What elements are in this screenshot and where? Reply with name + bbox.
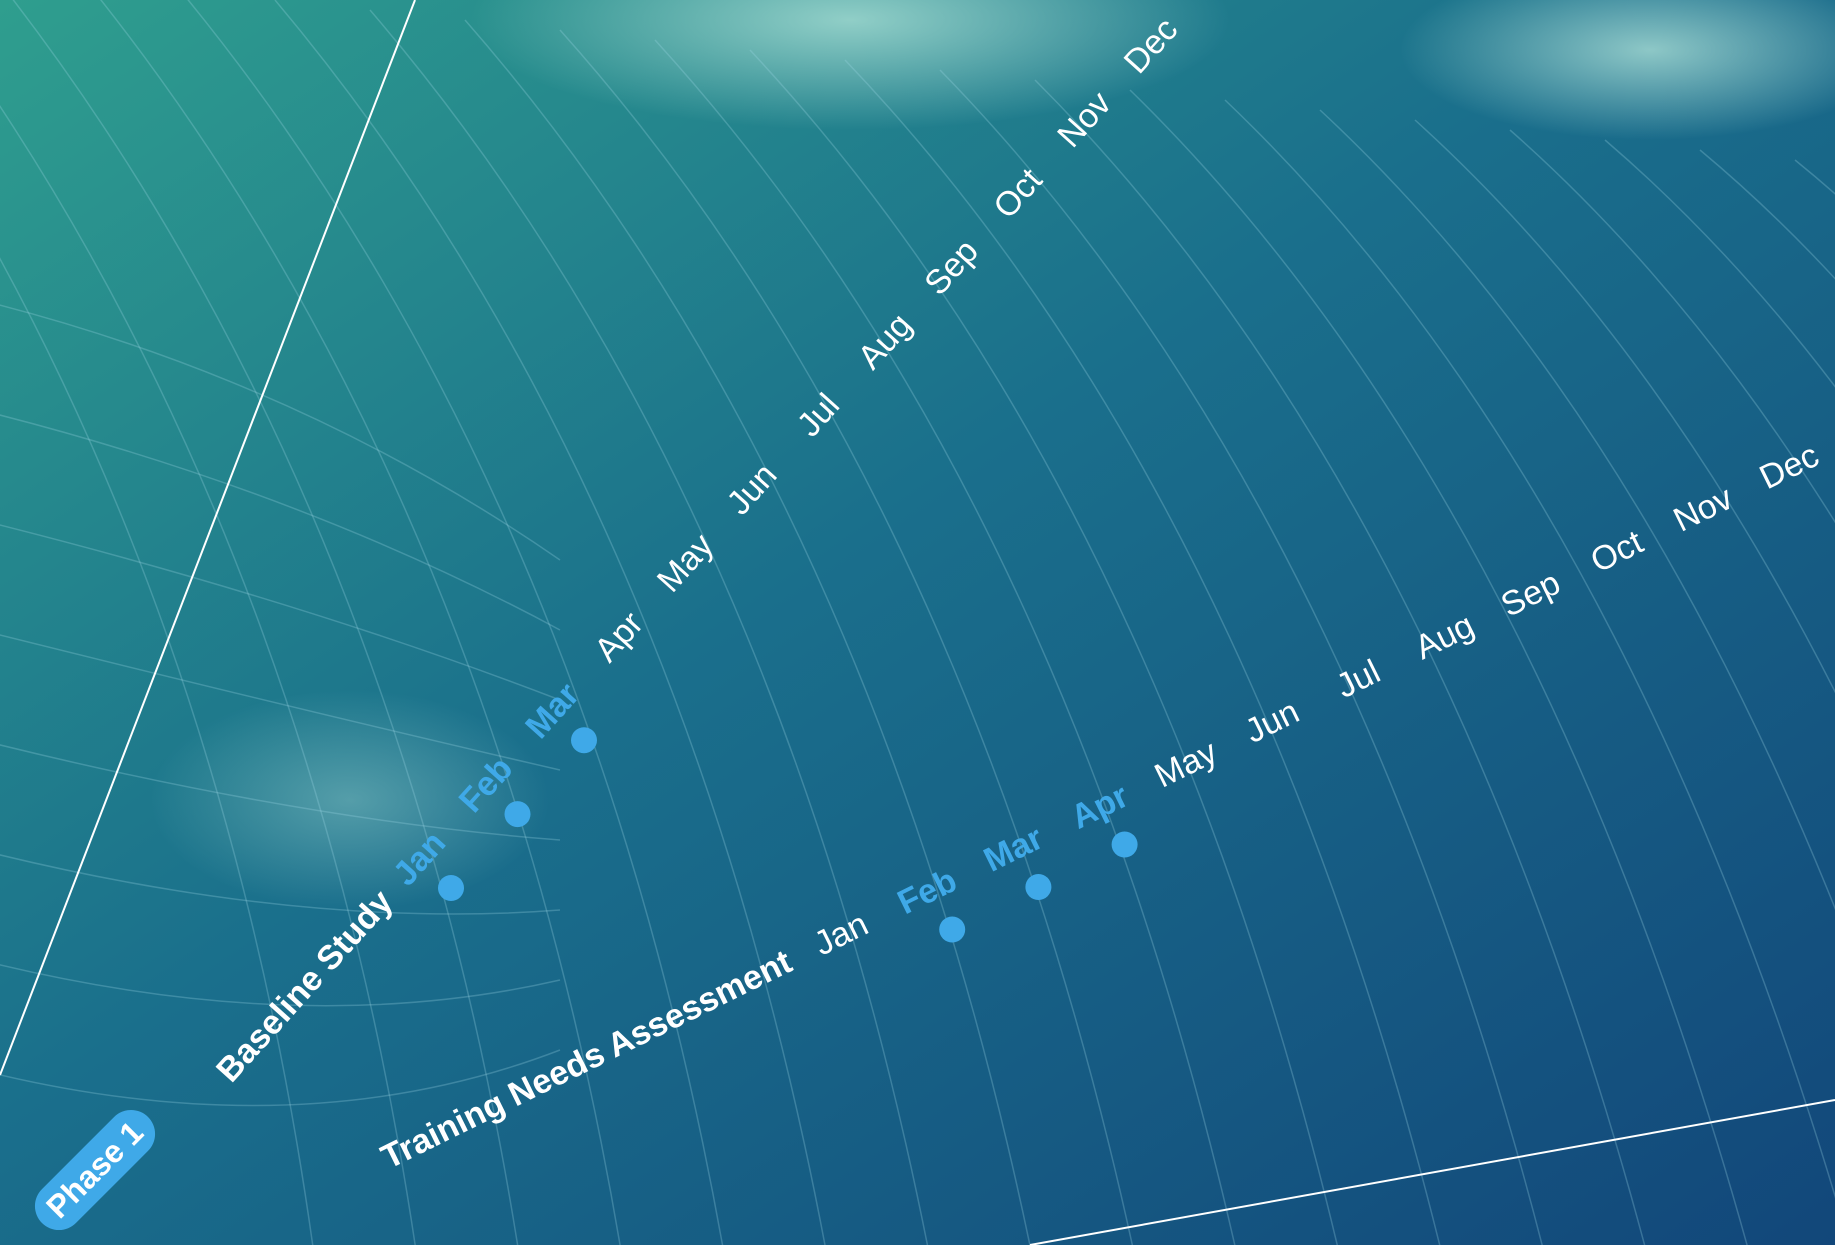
- grid-curve: [0, 304, 561, 561]
- grid-curve: [369, 9, 929, 1245]
- grid-curve: [12, 0, 519, 1245]
- frame-line: [0, 0, 416, 1076]
- grid-curve: [559, 29, 1134, 1245]
- grid-curve: [939, 69, 1543, 1245]
- frame-line: [1029, 1099, 1835, 1245]
- cloud: [1400, 0, 1835, 140]
- grid-curve: [464, 19, 1031, 1245]
- grid-curve: [1319, 109, 1835, 911]
- grid-curve: [187, 0, 724, 1245]
- phase-pill: [34, 1109, 156, 1231]
- grid-curve: [0, 1049, 561, 1107]
- month-dot: [1025, 874, 1052, 900]
- month-dot: [438, 875, 464, 901]
- grid-curve: [1224, 99, 1835, 1199]
- grid-curve: [0, 964, 561, 1007]
- grid-curve: [0, 854, 561, 915]
- grid-curve: [0, 257, 314, 1245]
- month-dot: [939, 916, 966, 943]
- grid-curve: [1034, 79, 1646, 1245]
- grid-curve: [1699, 149, 1835, 280]
- month-dot: [1111, 831, 1138, 858]
- grid-curve: [1604, 139, 1835, 388]
- grid-curve: [0, 414, 561, 631]
- grid-curve: [274, 0, 826, 1245]
- month-dot: [504, 801, 531, 828]
- grid-curve: [844, 59, 1441, 1245]
- grid-curve: [0, 105, 416, 1245]
- cloud: [470, 0, 1230, 130]
- grid-curve: [99, 0, 621, 1245]
- grid-curve: [1414, 119, 1835, 694]
- grid-curve: [1509, 129, 1835, 524]
- grid-curve: [654, 39, 1236, 1245]
- grid-curve: [0, 634, 561, 771]
- cloud: [150, 690, 550, 910]
- grid-curve: [749, 49, 1338, 1245]
- month-dot: [571, 727, 597, 754]
- grid-curve: [1129, 89, 1748, 1245]
- grid-curve: [0, 524, 561, 701]
- grid-curve: [0, 744, 561, 841]
